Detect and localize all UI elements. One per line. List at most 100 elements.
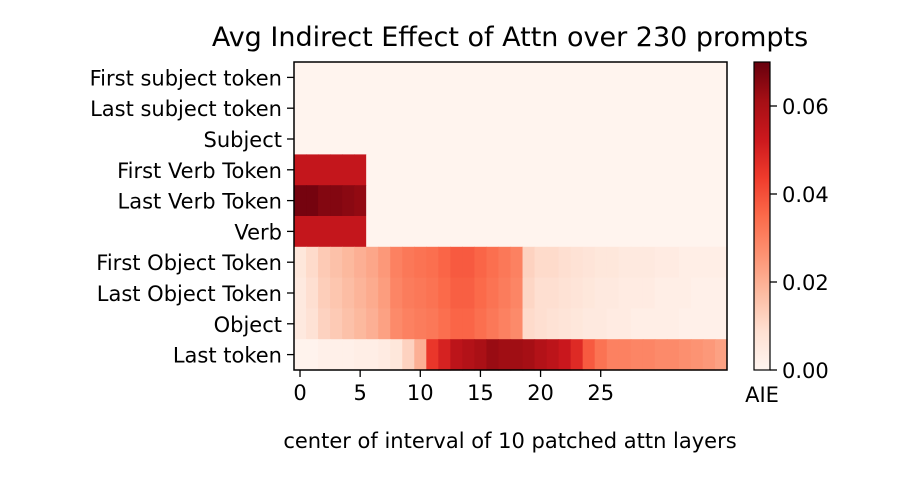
heatmap-cell (294, 277, 307, 309)
heatmap-cell (426, 92, 439, 125)
heatmap-cell (546, 339, 560, 371)
heatmap-cell (654, 339, 668, 371)
heatmap-cell (354, 339, 367, 371)
heatmap-cell (534, 308, 548, 340)
heatmap-cell (678, 92, 692, 125)
heatmap-cell (450, 216, 463, 248)
heatmap-cell (606, 123, 620, 155)
x-tick-label: 5 (353, 381, 366, 405)
heatmap-cell (486, 339, 500, 371)
heatmap-cell (402, 308, 415, 340)
heatmap-cell (522, 123, 536, 155)
heatmap-cell (690, 185, 704, 217)
heatmap-cell (582, 246, 596, 279)
heatmap-cell (438, 123, 451, 155)
heatmap-cell (366, 62, 379, 94)
heatmap-cell (522, 216, 536, 248)
row-label: Subject (203, 128, 282, 152)
heatmap-cell (534, 123, 548, 155)
colorbar-tick-label: 0.04 (782, 183, 829, 207)
heatmap-cell (390, 154, 403, 186)
heatmap-cell (618, 123, 632, 155)
heatmap-cell (486, 185, 500, 217)
heatmap-cell (318, 339, 331, 371)
heatmap-cell (714, 123, 728, 155)
heatmap-cell (366, 92, 379, 125)
heatmap-cell (330, 246, 343, 279)
heatmap-cell (702, 92, 716, 125)
heatmap-cell (714, 154, 728, 186)
heatmap-cell (642, 62, 656, 94)
heatmap-cell (558, 154, 572, 186)
heatmap-cell (294, 308, 307, 340)
heatmap-cell (462, 185, 476, 217)
heatmap-cell (306, 246, 319, 279)
heatmap-cell (474, 123, 488, 155)
heatmap-cell (462, 246, 476, 279)
heatmap-cell (378, 185, 391, 217)
heatmap-cell (354, 308, 367, 340)
heatmap-cell (654, 123, 668, 155)
heatmap-cell (390, 339, 403, 371)
heatmap-cell (690, 216, 704, 248)
heatmap-cell (570, 277, 584, 309)
heatmap-cell (462, 216, 476, 248)
heatmap-cell (390, 123, 403, 155)
chart-title: Avg Indirect Effect of Attn over 230 pro… (212, 22, 808, 53)
heatmap-cell (450, 92, 463, 125)
heatmap-cell (294, 339, 307, 371)
heatmap-cell (378, 216, 391, 248)
heatmap-cell (582, 308, 596, 340)
heatmap-cell (510, 154, 524, 186)
heatmap-cell (330, 339, 343, 371)
row-label: Last token (173, 344, 282, 368)
heatmap-cell (642, 246, 656, 279)
heatmap-cell (450, 246, 463, 279)
heatmap-cell (426, 154, 439, 186)
heatmap-cell (318, 92, 331, 125)
heatmap-cell (402, 123, 415, 155)
heatmap-cell (354, 246, 367, 279)
heatmap-cell (522, 246, 536, 279)
heatmap-cell (666, 185, 680, 217)
heatmap-cell (570, 62, 584, 94)
heatmap-cell (666, 92, 680, 125)
heatmap-cell (702, 246, 716, 279)
heatmap-cell (450, 62, 463, 94)
heatmap-cell (378, 339, 391, 371)
heatmap-cell (666, 154, 680, 186)
heatmap-cell (690, 123, 704, 155)
heatmap-cell (606, 62, 620, 94)
x-tick-label: 10 (407, 381, 434, 405)
heatmap-cell (474, 216, 488, 248)
heatmap-cell (642, 154, 656, 186)
heatmap-cell (318, 185, 331, 217)
colorbar-label: AIE (745, 383, 779, 407)
heatmap-cell (510, 339, 524, 371)
heatmap-cell (498, 92, 512, 125)
heatmap-cell (666, 62, 680, 94)
heatmap-cell (486, 277, 500, 309)
heatmap-cell (414, 92, 427, 125)
heatmap-cell (498, 123, 512, 155)
heatmap-cell (654, 92, 668, 125)
heatmap-cell (630, 339, 644, 371)
row-label: First Object Token (96, 251, 282, 275)
heatmap-cell (390, 277, 403, 309)
heatmap-cell (306, 308, 319, 340)
heatmap-cell (474, 185, 488, 217)
heatmap-cell (618, 92, 632, 125)
heatmap-cell (630, 308, 644, 340)
heatmap-cell (582, 185, 596, 217)
heatmap-cell (342, 277, 355, 309)
heatmap-cell (378, 308, 391, 340)
heatmap-cell (366, 154, 379, 186)
heatmap-cell (654, 216, 668, 248)
heatmap-cell (498, 308, 512, 340)
heatmap-cell (570, 92, 584, 125)
heatmap-cell (294, 123, 307, 155)
heatmap-cell (426, 185, 439, 217)
heatmap-cell (378, 92, 391, 125)
heatmap-cell (606, 277, 620, 309)
